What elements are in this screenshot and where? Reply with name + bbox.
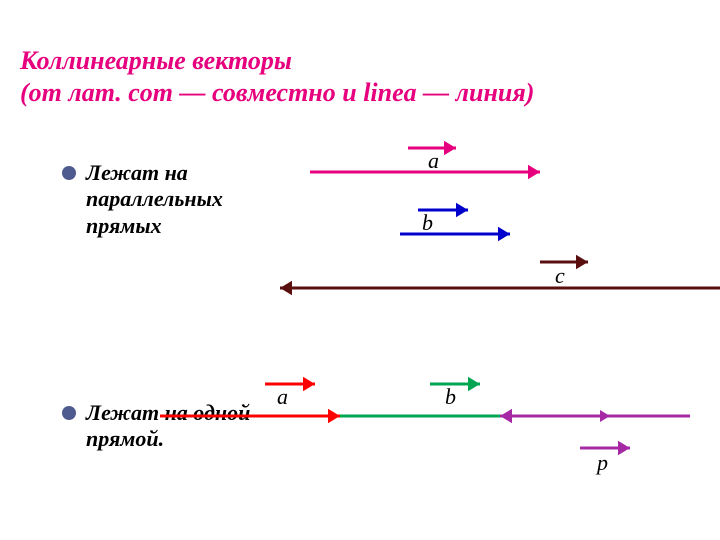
arrowhead-icon (456, 203, 468, 217)
arrowhead-icon (500, 409, 512, 423)
vector-label: a (428, 148, 439, 174)
vector-label: p (597, 450, 608, 476)
arrowhead-icon (576, 255, 588, 269)
vector-arrow (160, 409, 340, 423)
vector-arrow (500, 409, 535, 423)
vector-arrow (582, 410, 610, 422)
arrowhead-icon (328, 409, 340, 423)
vector-label: b (445, 384, 456, 410)
arrowhead-icon (498, 227, 510, 241)
slide: { "canvas": { "width": 720, "height": 54… (0, 0, 720, 540)
vector-arrow (280, 281, 720, 295)
arrowhead-icon (444, 141, 456, 155)
vector-label: b (422, 210, 433, 236)
vector-arrow (265, 377, 315, 391)
arrowhead-icon (600, 410, 610, 422)
arrowhead-icon (528, 165, 540, 179)
vector-arrow (400, 227, 510, 241)
arrowhead-icon (618, 441, 630, 455)
vector-label: c (555, 263, 565, 289)
arrowhead-icon (280, 281, 292, 295)
arrowhead-icon (468, 377, 480, 391)
vector-label: a (277, 384, 288, 410)
vector-arrow (310, 165, 540, 179)
vector-diagram (0, 0, 720, 540)
arrowhead-icon (303, 377, 315, 391)
